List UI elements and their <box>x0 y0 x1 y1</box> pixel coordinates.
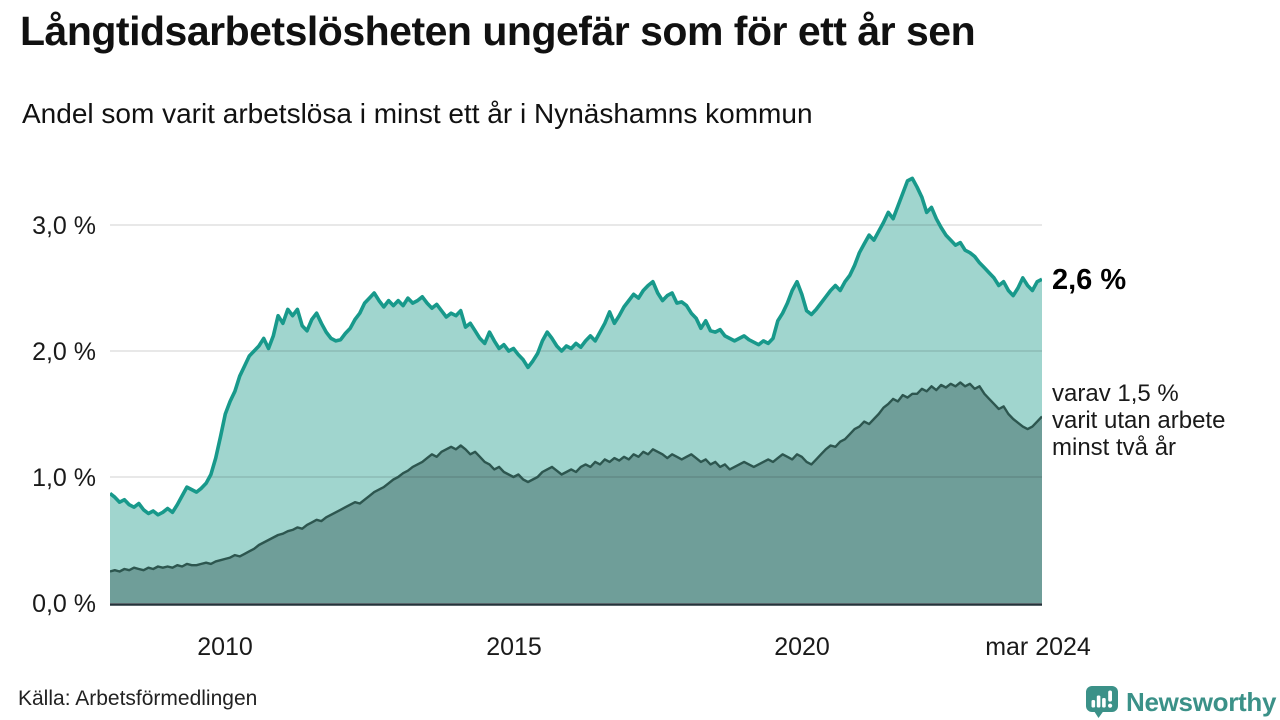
latest-value-label: 2,6 % <box>1052 264 1127 296</box>
x-tick-2010: 2010 <box>197 633 253 661</box>
source-caption: Källa: Arbetsförmedlingen <box>18 687 258 710</box>
two-year-annotation-line-1: varav 1,5 % <box>1052 380 1179 407</box>
page-subtitle: Andel som varit arbetslösa i minst ett å… <box>22 98 813 129</box>
newsworthy-logo-icon <box>1086 686 1118 718</box>
two-year-annotation-line-3: minst två år <box>1052 434 1177 461</box>
newsworthy-wordmark: Newsworthy <box>1126 686 1277 717</box>
y-tick-2: 2,0 % <box>32 338 96 366</box>
two-year-annotation: varav 1,5 % varit utan arbete minst två … <box>1052 380 1225 461</box>
x-tick-mar-2024: mar 2024 <box>985 633 1091 661</box>
page-title: Långtidsarbetslösheten ungefär som för e… <box>20 8 976 54</box>
unemployment-area-chart <box>108 166 1043 606</box>
y-tick-0: 0,0 % <box>32 590 96 618</box>
chart-canvas <box>108 176 1043 606</box>
two-year-annotation-line-2: varit utan arbete <box>1052 407 1226 434</box>
newsworthy-brand: Newsworthy <box>1085 684 1276 720</box>
y-tick-1: 1,0 % <box>32 464 96 492</box>
y-tick-3: 3,0 % <box>32 212 96 240</box>
x-tick-2015: 2015 <box>486 633 542 661</box>
x-tick-2020: 2020 <box>774 633 830 661</box>
